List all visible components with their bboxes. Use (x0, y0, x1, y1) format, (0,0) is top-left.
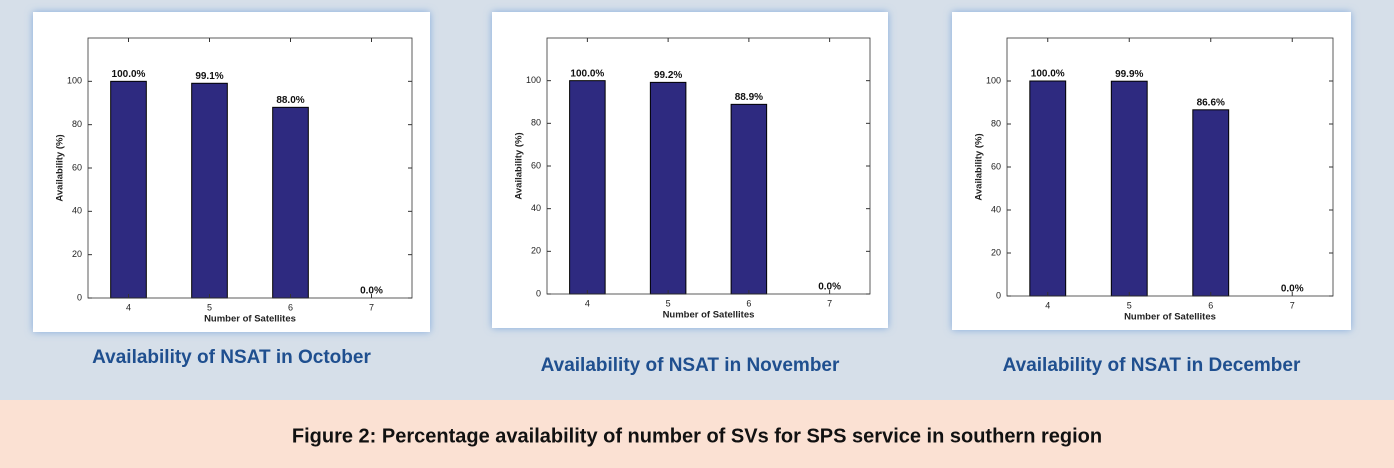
y-tick-label: 40 (531, 203, 541, 213)
y-tick-label: 60 (991, 161, 1001, 171)
bar (1110, 80, 1148, 297)
bar (1029, 80, 1067, 297)
x-tick-label: 6 (746, 298, 751, 308)
y-axis-label: Availability (%) (514, 132, 525, 199)
value-label: 99.9% (1115, 69, 1143, 80)
x-tick-label: 7 (827, 298, 832, 308)
y-tick-label: 80 (991, 118, 1001, 128)
value-label: 100.0% (570, 68, 604, 79)
y-tick-label: 80 (531, 118, 541, 128)
chart-panel (952, 12, 1351, 330)
value-label: 86.6% (1197, 97, 1225, 108)
value-label: 100.0% (1031, 69, 1065, 80)
x-axis-label: Number of Satellites (1124, 312, 1216, 323)
x-tick-label: 4 (126, 302, 131, 312)
plot-frame (87, 37, 413, 299)
value-label: 99.2% (654, 70, 682, 81)
y-tick-label: 0 (996, 290, 1001, 300)
caption-band (0, 400, 1394, 468)
value-label: 88.9% (735, 92, 763, 103)
value-label: 0.0% (360, 286, 383, 297)
y-tick-label: 20 (531, 246, 541, 256)
chart-title: Availability of NSAT in December (1003, 355, 1301, 376)
bar (1192, 109, 1230, 297)
x-axis-label: Number of Satellites (204, 314, 296, 325)
chart-title: Availability of NSAT in October (92, 347, 371, 368)
x-tick-label: 5 (666, 298, 671, 308)
x-tick-label: 4 (1045, 300, 1050, 310)
y-tick-label: 60 (531, 160, 541, 170)
x-tick-label: 6 (1208, 300, 1213, 310)
bar (110, 80, 147, 299)
y-tick-label: 0 (77, 292, 82, 302)
x-tick-label: 5 (1127, 300, 1132, 310)
bar (569, 80, 606, 295)
bar (191, 82, 228, 299)
y-tick-label: 20 (991, 247, 1001, 257)
y-tick-label: 60 (72, 162, 82, 172)
plot-frame (546, 37, 871, 295)
y-tick-label: 100 (526, 75, 541, 85)
y-tick-label: 40 (991, 204, 1001, 214)
bar (649, 81, 687, 295)
value-label: 0.0% (1281, 284, 1304, 295)
y-tick-label: 100 (986, 75, 1001, 85)
x-tick-label: 4 (585, 298, 590, 308)
y-tick-label: 80 (72, 119, 82, 129)
chart-panel (492, 12, 888, 328)
bar (272, 106, 309, 299)
y-axis-label: Availability (%) (55, 134, 66, 201)
plot-frame (1006, 37, 1334, 297)
value-label: 100.0% (112, 69, 146, 80)
x-tick-label: 7 (369, 302, 374, 312)
y-tick-label: 40 (72, 206, 82, 216)
value-label: 99.1% (195, 71, 223, 82)
figure-caption: Figure 2: Percentage availability of num… (292, 425, 1102, 447)
value-label: 0.0% (818, 282, 841, 293)
y-tick-label: 100 (67, 76, 82, 86)
y-tick-label: 20 (72, 249, 82, 259)
x-tick-label: 6 (288, 302, 293, 312)
chart-title: Availability of NSAT in November (541, 355, 840, 376)
y-tick-label: 0 (536, 288, 541, 298)
chart-panel (33, 12, 430, 332)
value-label: 88.0% (276, 95, 304, 106)
y-axis-label: Availability (%) (974, 133, 985, 200)
x-tick-label: 7 (1290, 300, 1295, 310)
x-axis-label: Number of Satellites (663, 310, 755, 321)
x-tick-label: 5 (207, 302, 212, 312)
bar (730, 103, 768, 295)
